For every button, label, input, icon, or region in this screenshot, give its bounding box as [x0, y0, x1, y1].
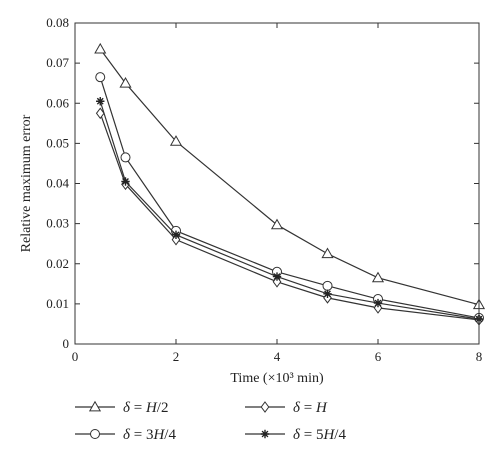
- y-tick-label: 0: [63, 336, 70, 351]
- legend-label-part: H: [152, 427, 165, 443]
- legend-label-part: H: [315, 400, 328, 416]
- legend-marker-triangle: [88, 400, 102, 412]
- data-point-star: [171, 230, 181, 240]
- legend-label: δ = H: [293, 400, 328, 416]
- data-point-triangle: [321, 247, 334, 259]
- legend-label-part: δ: [123, 400, 131, 416]
- legend-entry: δ = H: [245, 400, 328, 416]
- data-point-triangle: [119, 76, 132, 88]
- legend-label-part: δ: [293, 400, 301, 416]
- series-line: [99, 48, 480, 306]
- legend-label-part: = 3: [130, 427, 153, 443]
- data-point-star: [373, 298, 383, 308]
- y-tick-label: 0.05: [46, 135, 69, 150]
- legend-entry: δ = 3H/4: [75, 427, 176, 443]
- series-layer: [94, 42, 486, 326]
- legend-label-part: /2: [157, 400, 169, 416]
- legend-label-part: H: [145, 400, 158, 416]
- data-point-circle: [322, 280, 333, 291]
- legend-label: δ = H/2: [123, 400, 168, 416]
- legend-label-part: δ: [293, 427, 301, 443]
- legend-label-part: /4: [334, 427, 346, 443]
- legend-label-part: =: [130, 400, 146, 416]
- data-point-triangle: [270, 218, 284, 230]
- data-point-star: [121, 177, 130, 186]
- data-point-triangle: [94, 42, 107, 54]
- data-point-star: [272, 272, 282, 281]
- data-point-star: [96, 97, 105, 106]
- y-tick-label: 0.02: [46, 256, 69, 271]
- y-tick-label: 0.08: [46, 15, 69, 30]
- legend-label-part: /4: [164, 427, 176, 443]
- y-tick-label: 0.07: [46, 55, 69, 70]
- legend-label-part: = 5: [300, 427, 323, 443]
- legend-label-part: =: [300, 400, 316, 416]
- y-tick-label: 0.03: [46, 216, 69, 231]
- data-point-triangle: [169, 135, 183, 146]
- legend-label-part: δ: [123, 427, 131, 443]
- series-line: [99, 113, 480, 321]
- data-point-circle: [120, 152, 131, 163]
- series-circle: [95, 72, 484, 323]
- y-axis-label: Relative maximum error: [19, 114, 34, 252]
- x-tick-label: 6: [375, 349, 382, 364]
- y-tick-label: 0.01: [46, 296, 69, 311]
- data-point-triangle: [371, 271, 385, 283]
- legend-marker-circle: [90, 429, 100, 439]
- y-tick-label: 0.06: [46, 95, 69, 110]
- series-star: [96, 97, 484, 324]
- series-diamond: [95, 107, 484, 326]
- legend-label-part: H: [322, 427, 335, 443]
- x-tick-label: 2: [173, 349, 180, 364]
- legend-entry: δ = H/2: [75, 400, 168, 416]
- legend-marker-star: [260, 429, 270, 439]
- series-triangle: [94, 42, 486, 310]
- legend: δ = H/2δ = 3H/4δ = Hδ = 5H/4: [75, 400, 346, 443]
- x-tick-label: 0: [72, 349, 79, 364]
- data-point-diamond: [95, 107, 105, 120]
- legend-entry: δ = 5H/4: [245, 427, 346, 443]
- x-tick-label: 8: [476, 349, 483, 364]
- plot-frame: [74, 22, 480, 345]
- legend-marker-diamond: [260, 401, 270, 413]
- series-line: [99, 76, 480, 319]
- x-tick-label: 4: [274, 349, 281, 364]
- data-point-circle: [95, 72, 106, 83]
- axis-ticks: 0 2 4 6 8 0 0.01 0.02 0.03 0.04 0.05 0.06 0.07 0.08: [46, 15, 482, 364]
- data-point-star: [323, 289, 332, 299]
- legend-label: δ = 5H/4: [293, 427, 346, 443]
- legend-label: δ = 3H/4: [123, 427, 176, 443]
- x-axis-label: Time (×10³ min): [230, 371, 324, 386]
- y-tick-label: 0.04: [46, 176, 69, 191]
